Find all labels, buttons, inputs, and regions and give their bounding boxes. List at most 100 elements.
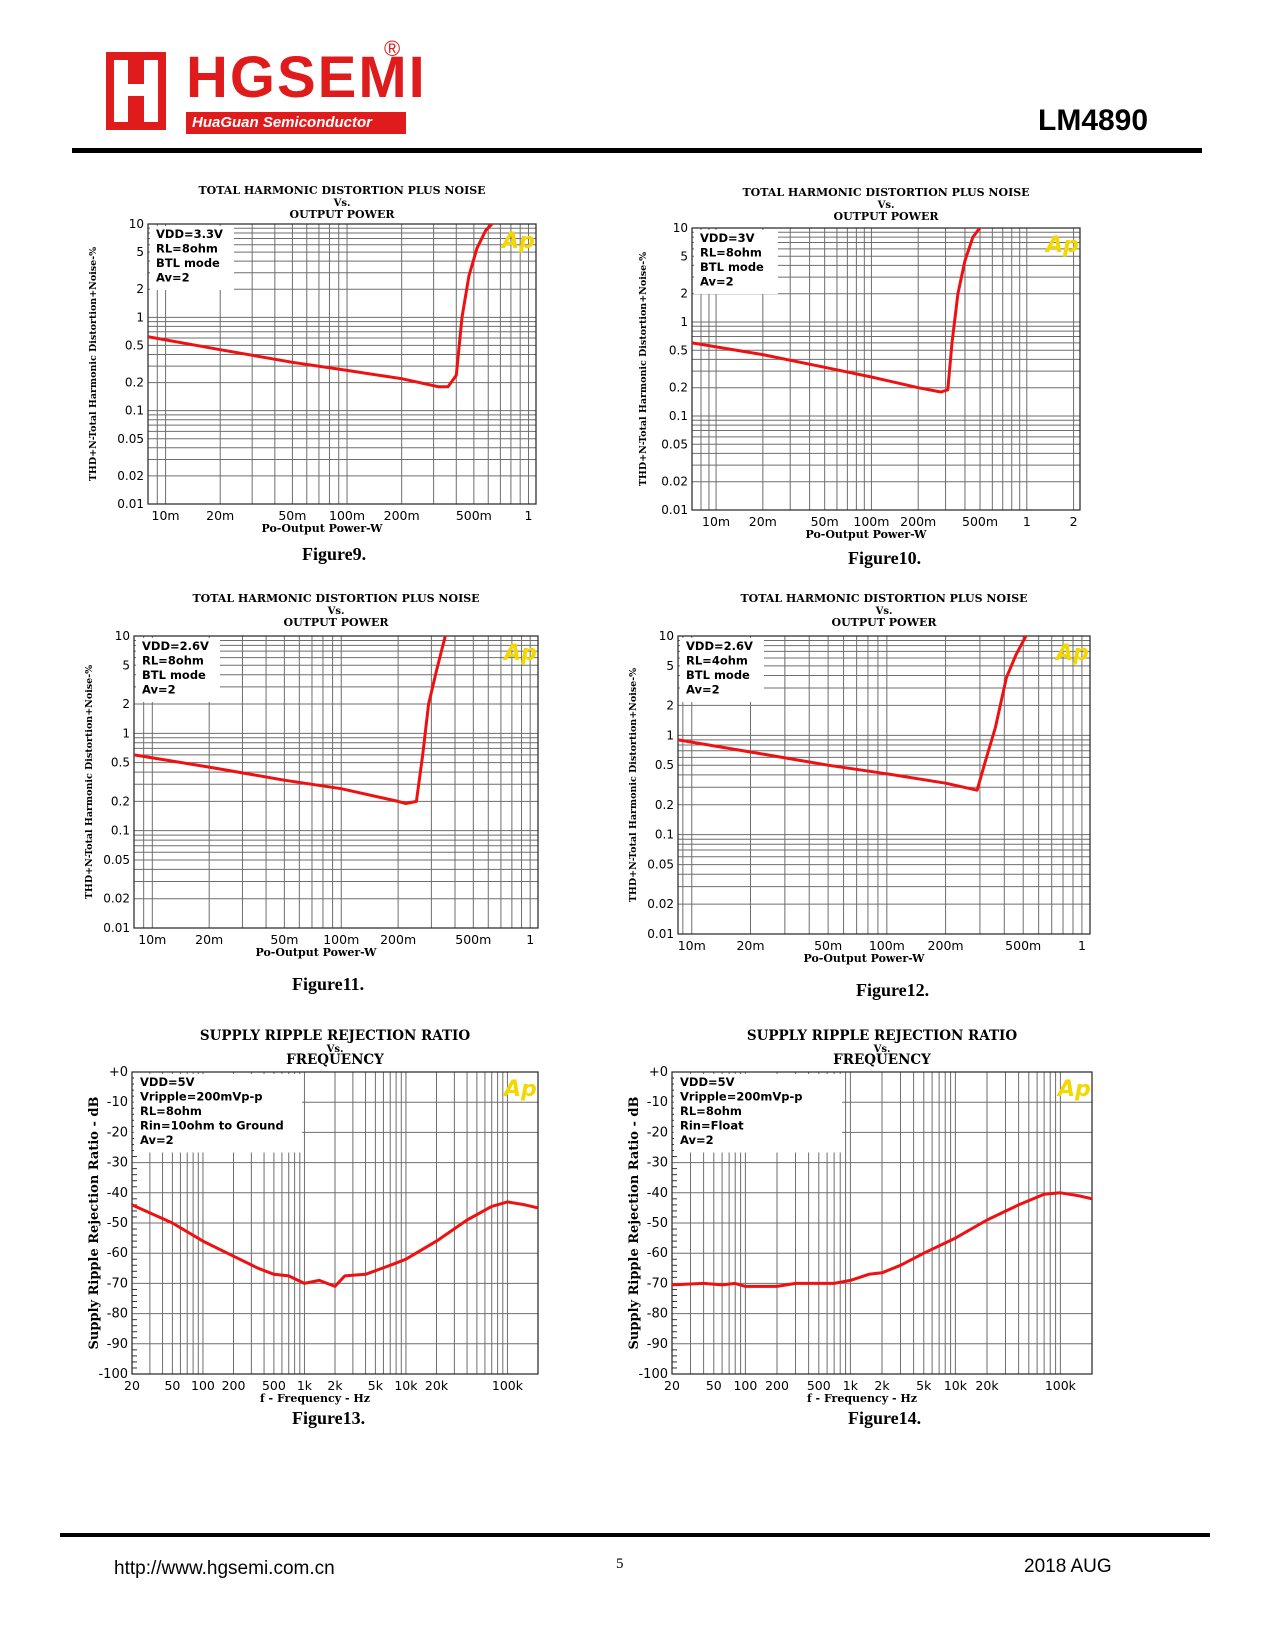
- figure13-caption: Figure13.: [292, 1408, 366, 1428]
- x-tick-label: 20m: [195, 932, 223, 947]
- x-tick-label: 2k: [874, 1378, 890, 1393]
- x-tick-label: 20: [124, 1378, 140, 1393]
- x-tick-label: 1: [1023, 514, 1031, 529]
- chart-title: Vs.: [333, 198, 351, 209]
- y-tick-label: -60: [107, 1246, 128, 1261]
- x-tick-label: 10k: [944, 1378, 968, 1393]
- y-tick-label: 0.2: [669, 381, 688, 395]
- chart-title: TOTAL HARMONIC DISTORTION PLUS NOISE: [192, 592, 479, 605]
- x-tick-label: 200: [765, 1378, 789, 1393]
- legend-entry: VDD=3.3V: [156, 227, 223, 241]
- chart-figure11: VDD=2.6V RL=8ohm BTL mode Av=2 Ap TOTAL HARMO…: [82, 588, 560, 968]
- y-tick-label: 0.2: [111, 794, 130, 808]
- x-axis-label: f - Frequency - Hz: [807, 1392, 917, 1405]
- x-tick-label: 1k: [843, 1378, 859, 1393]
- x-tick-label: 5k: [368, 1378, 384, 1393]
- legend-entry: RL=8ohm: [156, 242, 218, 256]
- chart-title: TOTAL HARMONIC DISTORTION PLUS NOISE: [198, 184, 485, 197]
- chart-title: Vs.: [326, 1044, 344, 1055]
- legend-box: [674, 1074, 842, 1153]
- x-tick-label: 500m: [455, 932, 491, 947]
- x-tick-label: 100k: [492, 1378, 524, 1393]
- footer-url[interactable]: http://www.hgsemi.com.cn: [114, 1558, 335, 1579]
- y-tick-label: 2: [122, 697, 130, 711]
- chart-title: Vs.: [875, 606, 893, 617]
- x-tick-label: 1k: [297, 1378, 313, 1393]
- x-tick-label: 100: [733, 1378, 757, 1393]
- legend-entry: Rin=10ohm to Ground: [140, 1119, 284, 1133]
- x-tick-label: 5k: [916, 1378, 932, 1393]
- series-line: [148, 224, 495, 389]
- y-tick-label: -10: [107, 1095, 128, 1110]
- x-axis-label: Po-Output Power-W: [255, 946, 377, 959]
- y-tick-label: -20: [647, 1125, 668, 1140]
- legend-entry: Rin=Float: [680, 1119, 744, 1133]
- y-tick-label: 0.2: [655, 798, 674, 812]
- x-tick-label: 500m: [1005, 938, 1041, 953]
- y-tick-label: 0.5: [125, 338, 144, 352]
- y-tick-label: 10: [673, 221, 688, 235]
- y-tick-label: 0.2: [125, 376, 144, 390]
- legend-entry: VDD=2.6V: [142, 639, 209, 653]
- legend-box: [136, 638, 220, 702]
- legend-box: [134, 1074, 302, 1153]
- x-axis-label: Po-Output Power-W: [803, 952, 925, 965]
- x-tick-label: 50m: [278, 508, 306, 523]
- y-tick-label: 5: [122, 658, 130, 672]
- x-tick-label: 1: [1078, 938, 1086, 953]
- y-tick-label: 2: [136, 282, 144, 296]
- brand-name: HGSEMI: [186, 45, 427, 110]
- y-tick-label: 0.02: [647, 897, 674, 911]
- y-tick-label: -100: [98, 1367, 128, 1382]
- series-line: [134, 636, 447, 805]
- y-tick-label: -60: [647, 1246, 668, 1261]
- chart-figure9: VDD=3.3V RL=8ohm BTL mode Av=2 Ap TOTAL HARMO…: [86, 180, 556, 542]
- brand-logo-mark: [106, 52, 166, 130]
- legend-entry: RL=8ohm: [140, 1104, 202, 1118]
- y-tick-label: +0: [109, 1065, 128, 1080]
- y-tick-label: 0.5: [669, 343, 688, 357]
- y-tick-label: -20: [107, 1125, 128, 1140]
- legend-entry: RL=4ohm: [686, 654, 748, 668]
- y-tick-label: +0: [649, 1065, 668, 1080]
- series-line: [672, 1191, 1092, 1288]
- plot-frame: [131, 1071, 539, 1375]
- y-tick-label: -10: [647, 1095, 668, 1110]
- figure14-caption: Figure14.: [848, 1408, 922, 1428]
- x-tick-label: 50: [164, 1378, 180, 1393]
- x-tick-label: 50m: [814, 938, 842, 953]
- series-line: [678, 636, 1028, 792]
- y-axis-label: Supply Ripple Rejection Ratio - dB: [627, 1097, 642, 1350]
- x-tick-label: 2: [1070, 514, 1078, 529]
- y-tick-label: 5: [136, 245, 144, 259]
- legend-entry: VDD=2.6V: [686, 639, 753, 653]
- x-tick-label: 100k: [1045, 1378, 1077, 1393]
- x-tick-label: 50: [706, 1378, 722, 1393]
- footer-divider: [60, 1533, 1210, 1537]
- legend-entry: Av=2: [156, 271, 190, 285]
- y-tick-label: -90: [107, 1337, 128, 1352]
- y-tick-label: -40: [647, 1186, 668, 1201]
- legend-entry: Av=2: [700, 275, 734, 289]
- y-tick-label: -100: [638, 1367, 668, 1382]
- x-tick-label: 20k: [975, 1378, 999, 1393]
- y-tick-label: 0.05: [103, 853, 130, 867]
- chart-figure14-svg: VDD=5VVripple=200mVp-pRL=8ohmRin=FloatAv…: [627, 1028, 1093, 1405]
- series-line: [692, 228, 982, 394]
- chart-title: FREQUENCY: [286, 1052, 384, 1068]
- y-axis-label: Supply Ripple Rejection Ratio - dB: [87, 1097, 102, 1350]
- chart-title: OUTPUT POWER: [284, 616, 390, 629]
- legend-entry: VDD=3V: [700, 231, 755, 245]
- y-tick-label: 5: [666, 659, 674, 673]
- y-tick-label: -40: [107, 1186, 128, 1201]
- legend-entry: VDD=5V: [140, 1075, 195, 1089]
- y-tick-label: 0.5: [111, 756, 130, 770]
- x-tick-label: 20m: [206, 508, 234, 523]
- y-tick-label: 0.01: [647, 927, 674, 941]
- x-tick-label: 100: [191, 1378, 215, 1393]
- y-tick-label: -50: [647, 1216, 668, 1231]
- legend-entry: Av=2: [140, 1133, 174, 1147]
- x-tick-label: 10k: [394, 1378, 418, 1393]
